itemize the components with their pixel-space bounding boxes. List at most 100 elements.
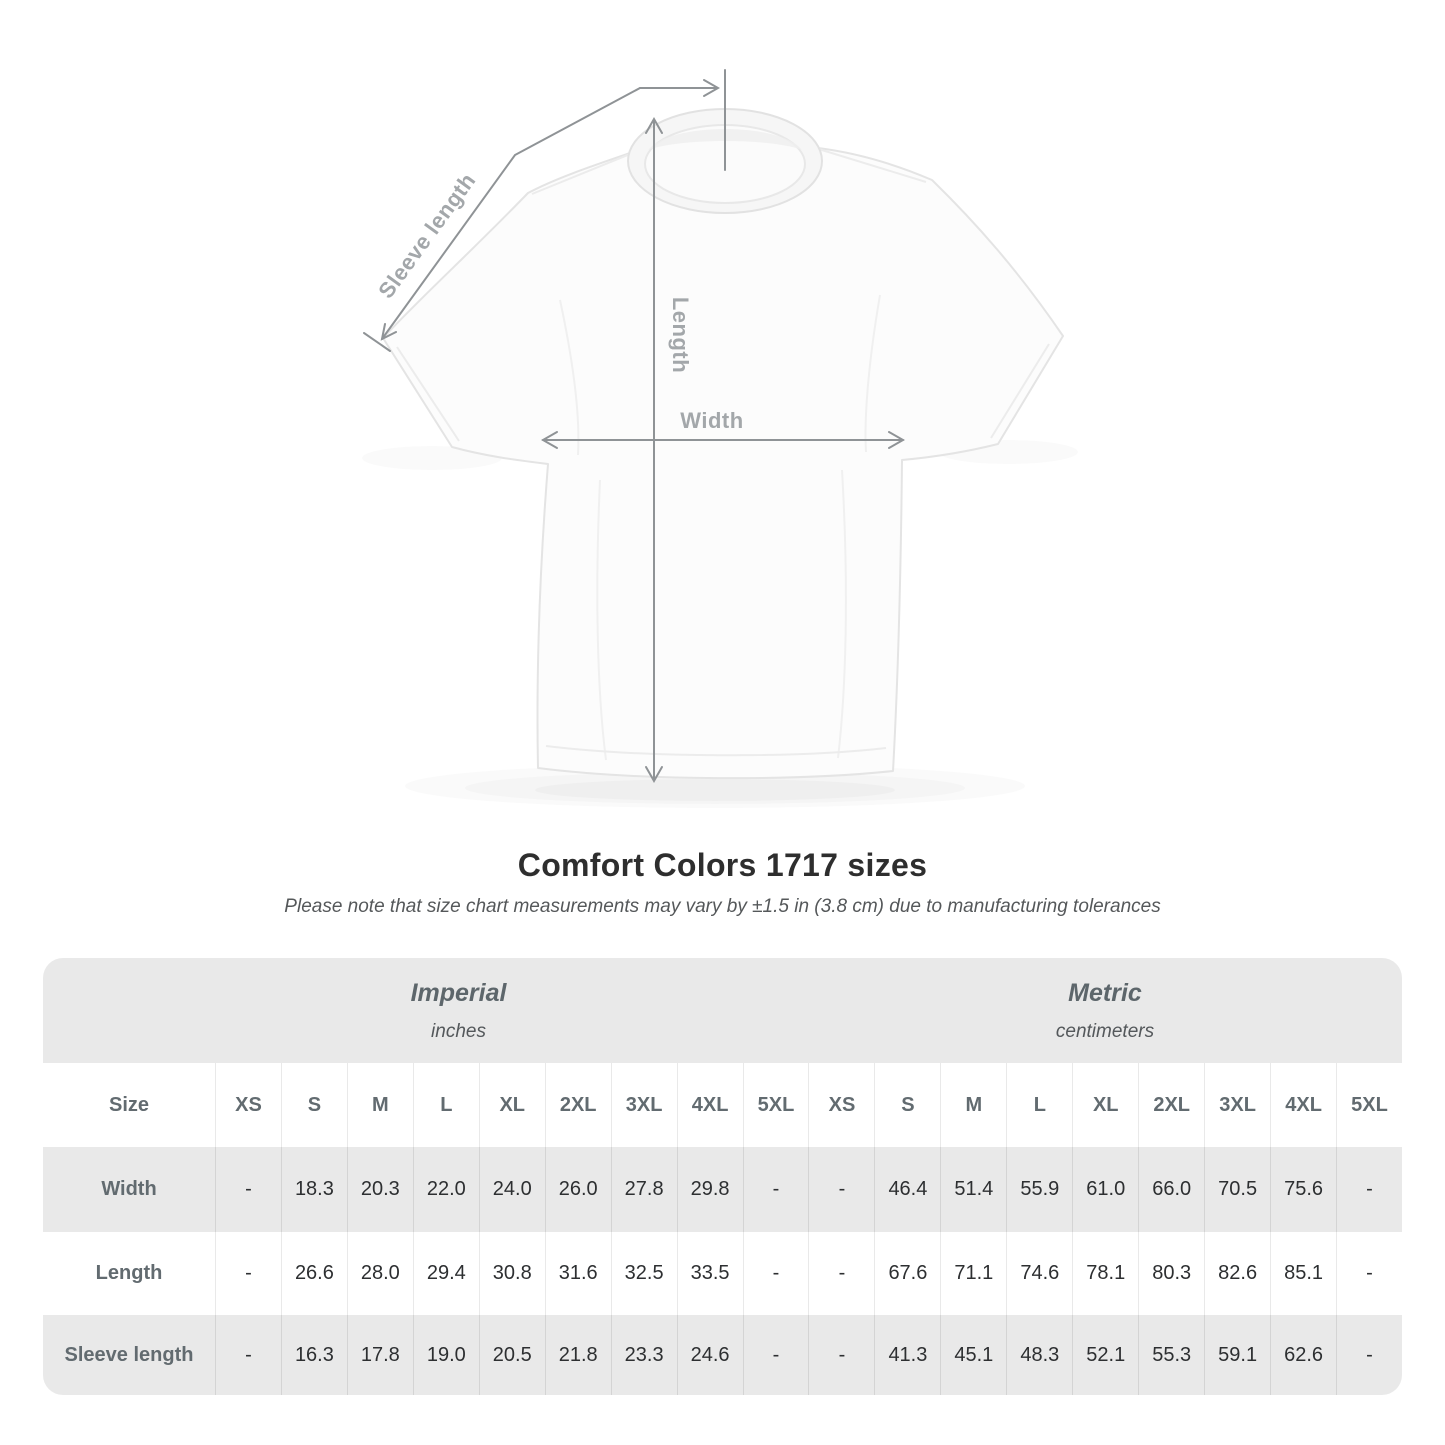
metric-value: 82.6 xyxy=(1204,1232,1270,1315)
tshirt-body xyxy=(382,125,1064,780)
imperial-value: 24.6 xyxy=(676,1315,743,1395)
imperial-value: 23.3 xyxy=(610,1315,677,1395)
metric-value: - xyxy=(808,1147,874,1232)
imperial-value: - xyxy=(742,1232,809,1315)
metric-value: 80.3 xyxy=(1138,1232,1204,1315)
imperial-size-header: 5XL xyxy=(742,1063,809,1147)
metric-value: 71.1 xyxy=(940,1232,1006,1315)
metric-value: 59.1 xyxy=(1204,1315,1270,1395)
metric-size-header: L xyxy=(1006,1063,1072,1147)
metric-group-header: Metric centimeters xyxy=(808,958,1402,1063)
down-arrowhead-icon xyxy=(645,766,663,784)
imperial-size-header: 2XL xyxy=(544,1063,611,1147)
imperial-value: 17.8 xyxy=(346,1315,413,1395)
imperial-size-header: 4XL xyxy=(676,1063,743,1147)
imperial-value: 30.8 xyxy=(478,1232,545,1315)
tshirt-measurement-figure: Sleeve length Length Width xyxy=(363,69,1064,784)
imperial-group-title: Imperial xyxy=(410,978,507,1007)
imperial-size-header: M xyxy=(346,1063,413,1147)
measurement-row: Width -18.3 20.3 22.0 24.0 26.0 27.8 29.8- -46.4… xyxy=(43,1147,1402,1232)
width-left-arrowhead-icon xyxy=(540,431,558,449)
imperial-value: - xyxy=(742,1315,809,1395)
imperial-size-header: S xyxy=(280,1063,347,1147)
metric-value: 75.6 xyxy=(1270,1147,1336,1232)
imperial-value: - xyxy=(215,1315,281,1395)
length-label: Length xyxy=(668,297,693,373)
imperial-value: - xyxy=(215,1147,281,1232)
imperial-value: 29.4 xyxy=(412,1232,479,1315)
metric-value: 41.3 xyxy=(874,1315,940,1395)
row-label: Width xyxy=(101,1178,157,1200)
imperial-size-header: XS xyxy=(215,1063,281,1147)
tolerance-note: Please note that size chart measurements… xyxy=(284,896,1161,917)
metric-value: 55.3 xyxy=(1138,1315,1204,1395)
metric-size-header: S xyxy=(874,1063,940,1147)
metric-value: 51.4 xyxy=(940,1147,1006,1232)
metric-size-header: XS xyxy=(808,1063,874,1147)
imperial-value: 24.0 xyxy=(478,1147,545,1232)
size-table-body: Width -18.3 20.3 22.0 24.0 26.0 27.8 29.8- -46.4… xyxy=(43,1147,1402,1395)
imperial-size-header: 3XL xyxy=(610,1063,677,1147)
imperial-group-unit: inches xyxy=(431,1020,486,1042)
metric-size-header: XL xyxy=(1072,1063,1138,1147)
imperial-value: 22.0 xyxy=(412,1147,479,1232)
imperial-size-header: L xyxy=(412,1063,479,1147)
imperial-value: 31.6 xyxy=(544,1232,611,1315)
metric-size-header: 2XL xyxy=(1138,1063,1204,1147)
imperial-value: 18.3 xyxy=(280,1147,347,1232)
width-right-arrowhead-icon xyxy=(888,431,906,449)
size-chart-table: Imperial inches Metric centimeters Size X… xyxy=(43,958,1402,1395)
measurement-arrows xyxy=(363,69,906,784)
metric-value: - xyxy=(1336,1147,1402,1232)
imperial-value: 19.0 xyxy=(412,1315,479,1395)
metric-value: 45.1 xyxy=(940,1315,1006,1395)
imperial-value: 28.0 xyxy=(346,1232,413,1315)
metric-value: - xyxy=(1336,1232,1402,1315)
metric-value: 55.9 xyxy=(1006,1147,1072,1232)
right-arrowhead-icon xyxy=(703,79,721,97)
imperial-size-header: XL xyxy=(478,1063,545,1147)
metric-value: 66.0 xyxy=(1138,1147,1204,1232)
page-title: Comfort Colors 1717 sizes xyxy=(517,847,928,883)
imperial-value: 26.6 xyxy=(280,1232,347,1315)
sleeve-end-tick xyxy=(363,332,391,352)
imperial-value: 27.8 xyxy=(610,1147,677,1232)
size-column-header: Size xyxy=(108,1093,150,1116)
imperial-value: 20.5 xyxy=(478,1315,545,1395)
metric-value: 46.4 xyxy=(874,1147,940,1232)
imperial-value: - xyxy=(742,1147,809,1232)
width-label: Width xyxy=(680,408,743,433)
metric-value: 74.6 xyxy=(1006,1232,1072,1315)
sleeve-length-line xyxy=(381,87,641,340)
seam-lines xyxy=(396,146,1050,757)
row-label: Sleeve length xyxy=(64,1343,194,1366)
metric-value: - xyxy=(1336,1315,1402,1395)
imperial-value: 29.8 xyxy=(676,1147,743,1232)
metric-size-header: 4XL xyxy=(1270,1063,1336,1147)
metric-group-title: Metric xyxy=(1068,978,1142,1007)
metric-value: 48.3 xyxy=(1006,1315,1072,1395)
metric-size-header: 5XL xyxy=(1336,1063,1402,1147)
imperial-group-header: Imperial inches xyxy=(43,958,808,1063)
metric-value: 70.5 xyxy=(1204,1147,1270,1232)
metric-value: 67.6 xyxy=(874,1232,940,1315)
metric-value: - xyxy=(808,1315,874,1395)
metric-value: 85.1 xyxy=(1270,1232,1336,1315)
unit-header-band: Imperial inches Metric centimeters xyxy=(43,958,1402,1063)
metric-group-unit: centimeters xyxy=(1055,1020,1155,1042)
measurement-row: Length -26.6 28.0 29.4 30.8 31.6 32.5 33.5- -67.… xyxy=(43,1232,1402,1315)
imperial-value: - xyxy=(215,1232,281,1315)
size-header-row: Size XS S M L XL 2XL 3XL 4XL 5XL XS S M L XL 2XL 3XL 4XL 5… xyxy=(43,1063,1402,1147)
tshirt-photo: Sleeve length Length Width xyxy=(363,69,1064,784)
imperial-value: 16.3 xyxy=(280,1315,347,1395)
metric-value: 61.0 xyxy=(1072,1147,1138,1232)
metric-size-header: M xyxy=(940,1063,1006,1147)
imperial-value: 26.0 xyxy=(544,1147,611,1232)
imperial-value: 20.3 xyxy=(346,1147,413,1232)
imperial-value: 21.8 xyxy=(544,1315,611,1395)
metric-value: - xyxy=(808,1232,874,1315)
imperial-value: 33.5 xyxy=(676,1232,743,1315)
sleeve-arrowhead-icon xyxy=(380,323,397,341)
measurement-row: Sleeve length -16.3 17.8 19.0 20.5 21.8 23.3 24… xyxy=(43,1315,1402,1395)
